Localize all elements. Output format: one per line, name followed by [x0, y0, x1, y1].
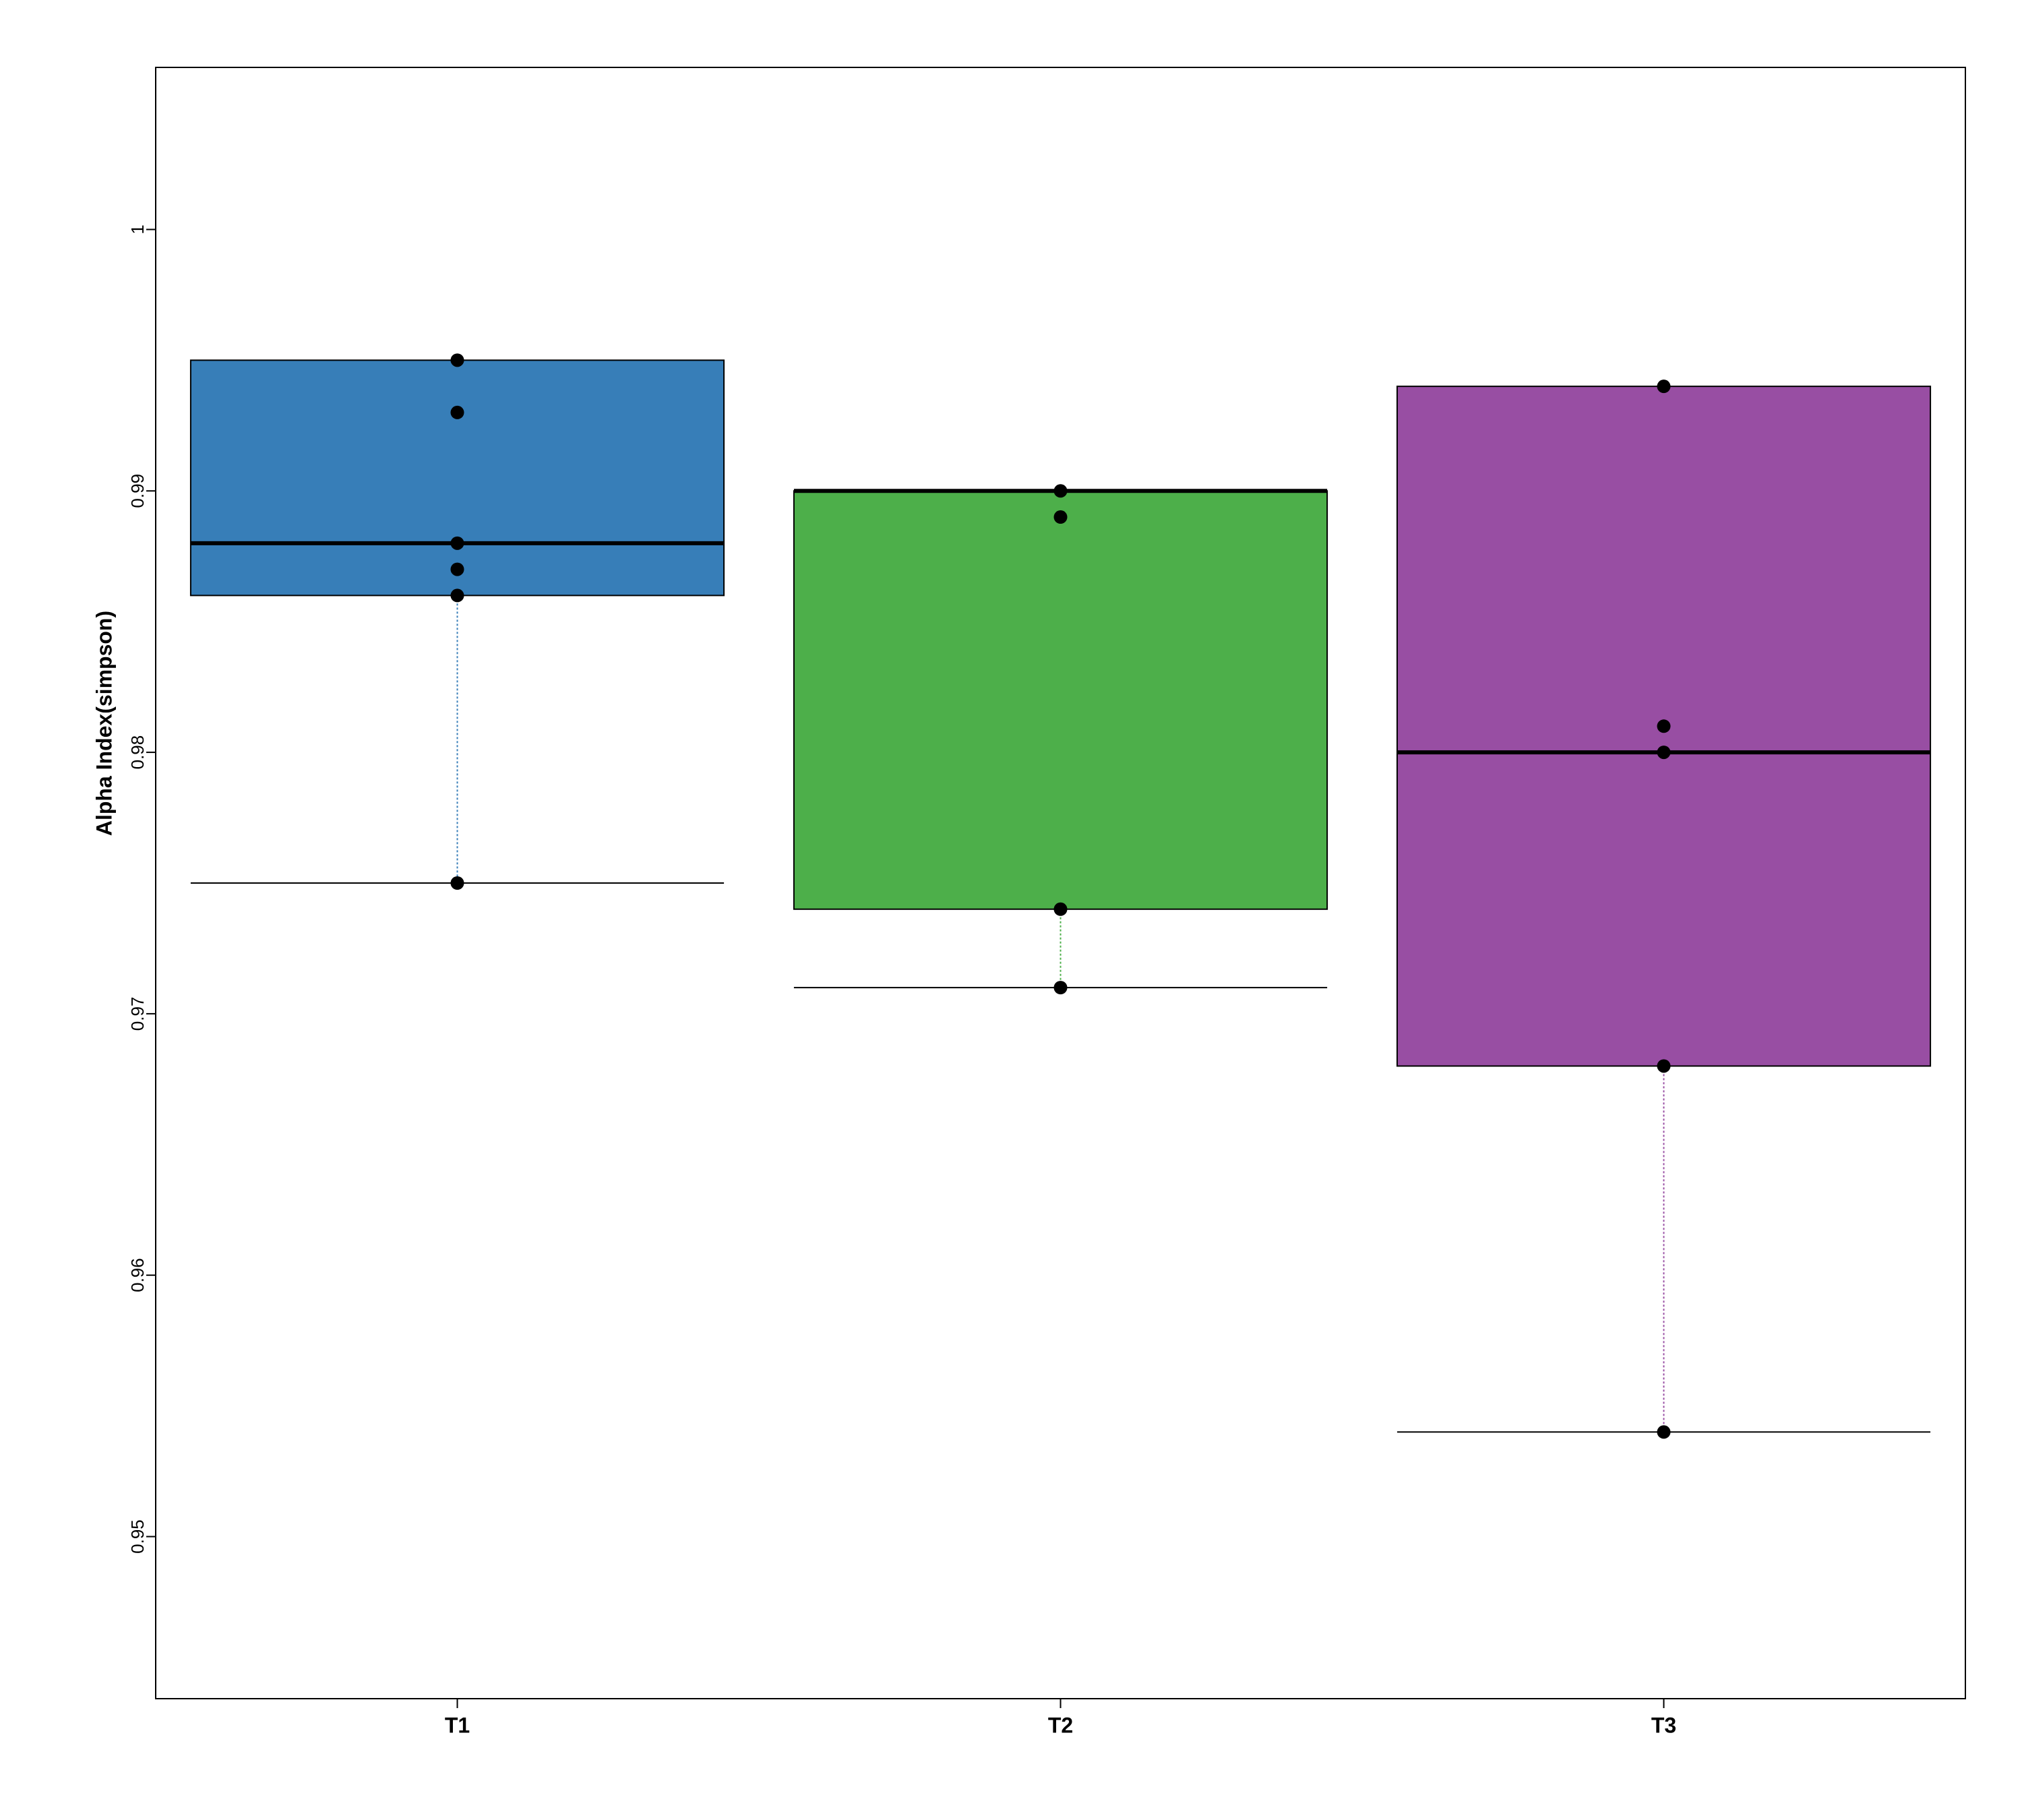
- y-tick-label: 0.96: [127, 1258, 148, 1292]
- data-point: [450, 588, 464, 603]
- y-tick-label: 0.95: [127, 1519, 148, 1554]
- data-point: [1657, 1059, 1671, 1073]
- data-point: [1657, 380, 1671, 394]
- box-group-t3: [1396, 380, 1932, 1439]
- y-axis-title: Alpha Index(simpson): [92, 611, 116, 836]
- y-tick-label: 0.99: [127, 474, 148, 508]
- y-tick-label: 0.97: [127, 997, 148, 1031]
- y-axis: 0.95 0.96 0.97 0.98 0.99 1: [127, 224, 156, 1554]
- x-tick-label: T2: [1048, 1713, 1073, 1737]
- data-point: [450, 562, 464, 576]
- box-group-t2: [793, 484, 1328, 995]
- data-point: [1657, 746, 1671, 760]
- data-point: [450, 536, 464, 550]
- data-point: [450, 353, 464, 367]
- x-axis: T1 T2 T3: [445, 1699, 1676, 1737]
- data-point: [1053, 981, 1068, 995]
- boxes: [189, 353, 1932, 1439]
- data-point: [450, 876, 464, 890]
- x-tick-label: T1: [445, 1713, 470, 1737]
- y-tick-label: 1: [127, 224, 148, 234]
- data-point: [1053, 902, 1068, 916]
- box-group-t1: [189, 353, 725, 890]
- y-tick-label: 0.98: [127, 735, 148, 770]
- data-point: [1657, 719, 1671, 733]
- data-point: [450, 405, 464, 419]
- x-tick-label: T3: [1651, 1713, 1676, 1737]
- data-point: [1053, 510, 1068, 524]
- data-point: [1053, 484, 1068, 498]
- data-point: [1657, 1425, 1671, 1439]
- box: [189, 359, 725, 597]
- box: [793, 490, 1328, 910]
